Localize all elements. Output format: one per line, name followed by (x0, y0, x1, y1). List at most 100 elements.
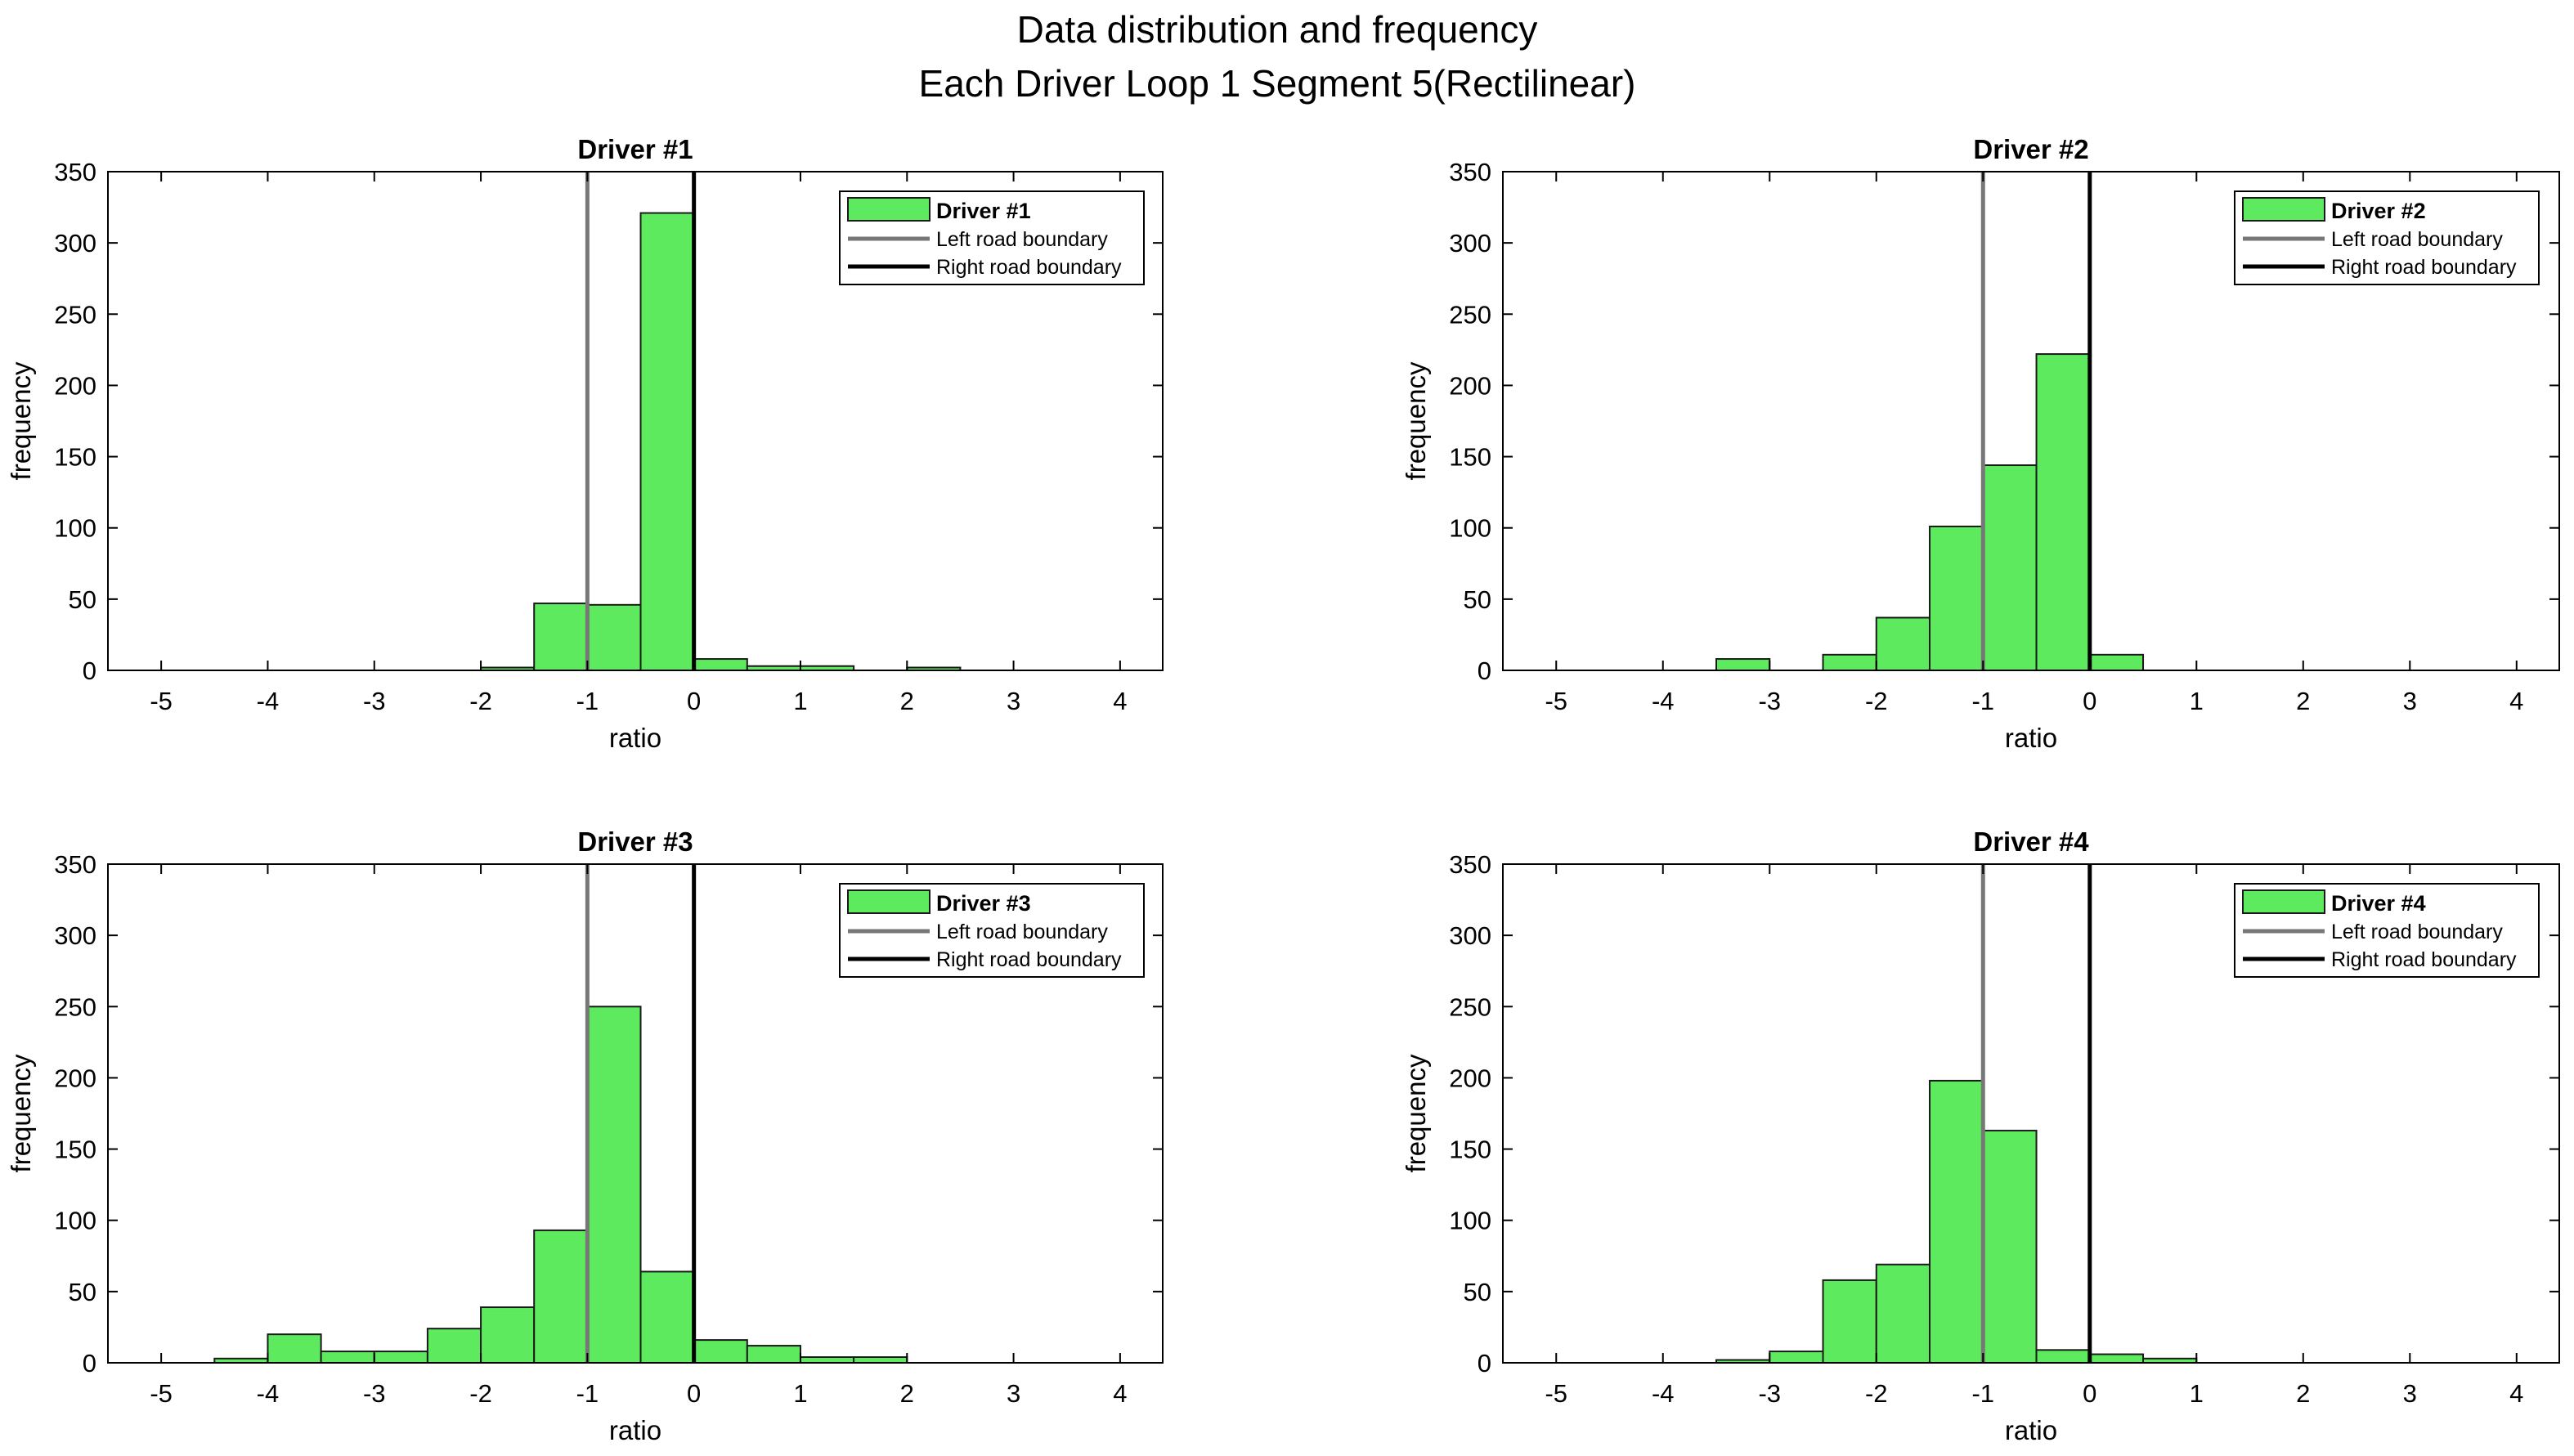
histogram-bar (1769, 1351, 1824, 1364)
x-tick-label: -3 (363, 687, 386, 715)
x-tick-label: -3 (363, 1379, 386, 1408)
histogram-bar (2035, 353, 2091, 671)
histogram-bar (267, 1333, 322, 1364)
x-tick-label: 4 (1113, 687, 1127, 715)
histogram-bar (426, 1328, 482, 1364)
x-axis-label: ratio (2005, 1415, 2057, 1445)
legend-label-left-boundary: Left road boundary (936, 228, 1108, 251)
legend-label-left-boundary: Left road boundary (2331, 921, 2503, 943)
y-tick-label: 0 (83, 656, 96, 685)
histogram-bar (480, 1306, 536, 1364)
histogram-bar (533, 1229, 589, 1364)
legend-label-right-boundary: Right road boundary (2331, 948, 2517, 971)
chart-panel-2: 0 50 100 150 200 250 300 350 -5 -4 -3 -2 -1 0 1 2 3 4 Driv… (1401, 134, 2560, 753)
x-tick-label: -3 (1758, 687, 1781, 715)
y-tick-label: 250 (54, 300, 96, 329)
x-tick-label: -1 (576, 687, 599, 715)
y-axis-label: frequency (6, 361, 36, 480)
histogram-bar (1982, 464, 2038, 671)
x-tick-label: 1 (2190, 1379, 2204, 1408)
legend-swatch-bar (2242, 197, 2325, 222)
y-tick-label: 350 (54, 850, 96, 879)
histogram-bar (2088, 653, 2145, 671)
y-tick-label: 350 (1449, 850, 1491, 879)
x-tick-label: -3 (1758, 1379, 1781, 1408)
legend-label-right-boundary: Right road boundary (936, 256, 1122, 279)
legend: Driver #4 Left road boundary Right road bo… (2234, 883, 2540, 978)
x-tick-label: 4 (2509, 1379, 2523, 1408)
axes-box (1502, 863, 2560, 1364)
y-tick-label: 250 (1449, 992, 1491, 1021)
x-tick-label: -5 (1545, 687, 1567, 715)
histogram-bar (853, 1356, 908, 1364)
histogram-bar (799, 1356, 855, 1364)
chart-panel-4: 0 50 100 150 200 250 300 350 -5 -4 -3 -2 -1 0 1 2 3 4 Driv… (1401, 827, 2560, 1445)
x-tick-label: -1 (576, 1379, 599, 1408)
x-tick-label: -4 (257, 687, 280, 715)
y-tick-label: 350 (1449, 158, 1491, 186)
legend: Driver #2 Left road boundary Right road bo… (2234, 190, 2540, 285)
y-tick-label: 150 (54, 1136, 96, 1164)
legend-label-driver: Driver #1 (936, 199, 1031, 223)
legend-label-right-boundary: Right road boundary (936, 948, 1122, 971)
histogram-bar (1715, 658, 1771, 671)
x-tick-label: 0 (2083, 687, 2096, 715)
histogram-bar (1875, 616, 1931, 671)
histogram-bar (2088, 1353, 2145, 1364)
x-axis-label: ratio (609, 723, 661, 753)
y-tick-label: 200 (54, 371, 96, 400)
x-tick-label: 3 (2403, 687, 2417, 715)
y-axis-label: frequency (6, 1054, 36, 1172)
y-axis-label: frequency (1401, 1054, 1431, 1172)
histogram-bar (373, 1351, 428, 1364)
x-tick-label: -2 (469, 1379, 492, 1408)
x-tick-label: 0 (687, 1379, 701, 1408)
y-tick-label: 100 (1449, 514, 1491, 543)
histogram-bar (693, 1339, 748, 1364)
y-tick-label: 50 (69, 1278, 96, 1306)
x-tick-label: 4 (2509, 687, 2523, 715)
y-tick-label: 350 (54, 158, 96, 186)
legend-swatch-bar (2242, 889, 2325, 914)
panel-title: Driver #4 (1973, 827, 2089, 857)
x-tick-label: 4 (1113, 1379, 1127, 1408)
y-tick-label: 150 (1449, 1136, 1491, 1164)
x-tick-label: 2 (2296, 687, 2310, 715)
chart-panel-3: 0 50 100 150 200 250 300 350 -5 -4 -3 -2 -1 0 1 2 3 4 Driv… (6, 827, 1164, 1445)
figure-title-line2: Each Driver Loop 1 Segment 5(Rectilinear… (919, 62, 1636, 105)
histogram-bar (1822, 1279, 1877, 1364)
x-tick-label: -4 (1652, 1379, 1675, 1408)
panel-title: Driver #1 (577, 134, 693, 164)
chart-panel-1: 0 50 100 150 200 250 300 350 -5 -4 -3 -2 -1 0 1 2 3 4 Driv… (6, 134, 1164, 753)
histogram-bar (320, 1351, 375, 1364)
y-tick-label: 50 (1464, 1278, 1491, 1306)
histogram-bar (1875, 1263, 1931, 1364)
legend: Driver #3 Left road boundary Right road bo… (839, 883, 1145, 978)
histogram-bar (1929, 1079, 1984, 1364)
figure-title-line1: Data distribution and frequency (1017, 8, 1538, 51)
axes-box (107, 863, 1164, 1364)
x-tick-label: 0 (2083, 1379, 2096, 1408)
x-tick-label: -4 (257, 1379, 280, 1408)
x-tick-label: 3 (2403, 1379, 2417, 1408)
histogram-bar (1822, 653, 1877, 671)
x-tick-label: 3 (1007, 687, 1020, 715)
x-tick-label: -2 (1865, 687, 1888, 715)
x-tick-label: 1 (793, 1379, 807, 1408)
y-tick-label: 200 (1449, 371, 1491, 400)
x-tick-label: -1 (1971, 687, 1994, 715)
x-tick-label: -2 (469, 687, 492, 715)
x-tick-label: 1 (2190, 687, 2204, 715)
x-tick-label: 3 (1007, 1379, 1020, 1408)
x-tick-label: -5 (1545, 1379, 1567, 1408)
legend-label-driver: Driver #2 (2331, 199, 2426, 223)
histogram-bar (746, 1345, 801, 1364)
legend: Driver #1 Left road boundary Right road bo… (839, 190, 1145, 285)
y-tick-label: 100 (1449, 1207, 1491, 1235)
histogram-bar (533, 603, 589, 671)
y-tick-label: 200 (1449, 1064, 1491, 1092)
legend-label-driver: Driver #3 (936, 891, 1031, 916)
x-tick-label: 2 (900, 1379, 914, 1408)
legend-swatch-bar (847, 889, 930, 914)
